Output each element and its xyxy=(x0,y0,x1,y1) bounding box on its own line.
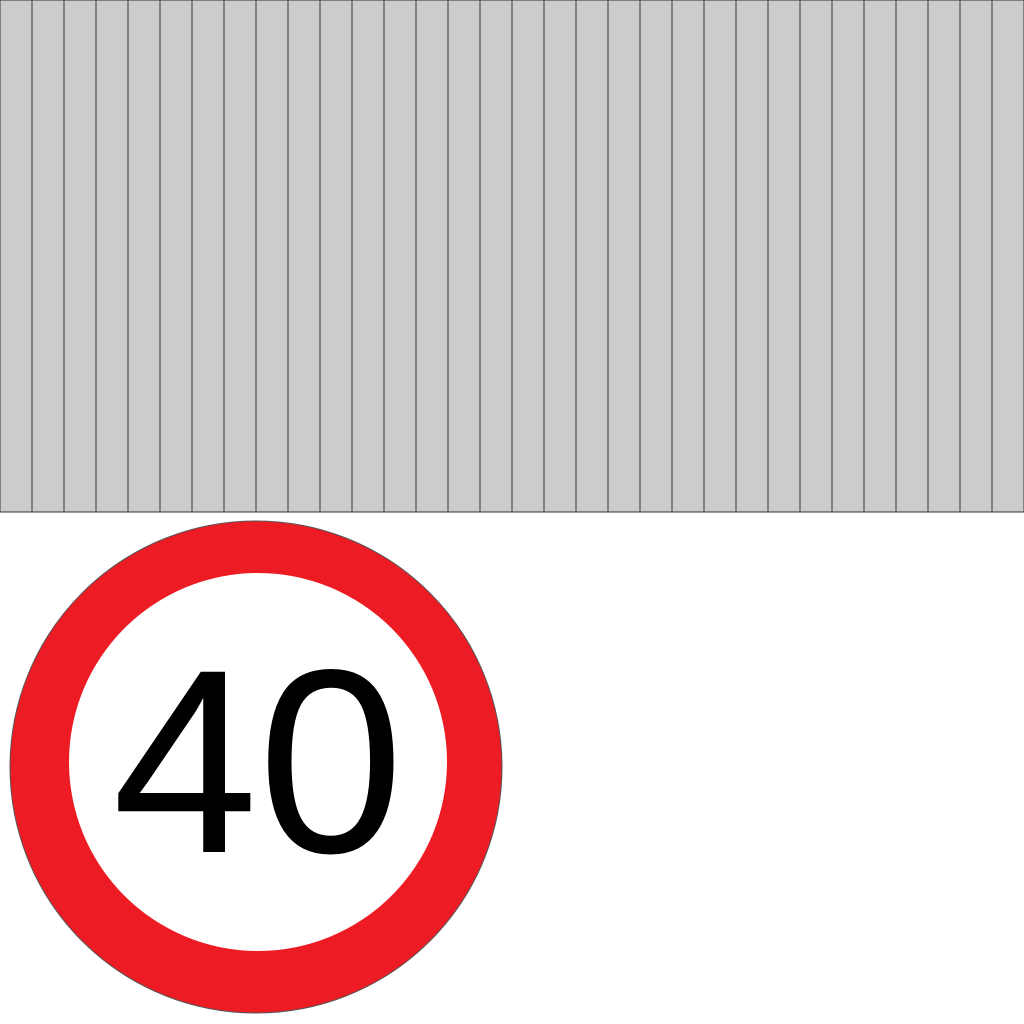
speed-limit-sign-icon: 40 xyxy=(9,520,503,1014)
striped-panel xyxy=(0,0,1024,513)
sign-white-face xyxy=(69,573,447,951)
speed-limit-number: 40 xyxy=(112,615,403,908)
striped-panel-lines xyxy=(31,0,993,512)
